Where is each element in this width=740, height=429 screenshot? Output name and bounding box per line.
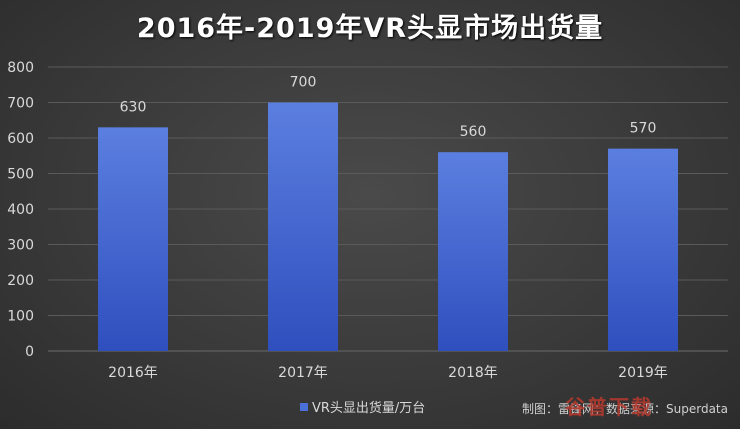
y-axis-ticks: 0 100 200 300 400 500 600 700 800: [7, 60, 34, 360]
bar: [98, 127, 168, 351]
data-label: 700: [290, 75, 317, 91]
watermark-logo: 谷普下载: [565, 395, 653, 419]
x-axis-categories: 2016年 2017年 2018年 2019年: [108, 365, 668, 381]
y-tick-label: 700: [7, 96, 34, 112]
data-label: 630: [120, 99, 147, 115]
y-tick-label: 500: [7, 167, 34, 183]
chart-title: 2016年-2019年VR头显市场出货量: [136, 13, 604, 44]
bars: [98, 102, 678, 351]
legend: VR头显出货量/万台: [300, 397, 425, 416]
y-tick-label: 600: [7, 131, 34, 147]
y-tick-label: 800: [7, 60, 34, 76]
source-note: 制图：雷锋网；数据来源：Superdata: [522, 402, 728, 416]
y-tick-label: 0: [25, 344, 34, 360]
x-category-label: 2017年: [278, 365, 328, 381]
bar: [438, 152, 508, 351]
x-category-label: 2016年: [108, 365, 158, 381]
y-tick-label: 100: [7, 309, 34, 325]
y-tick-label: 200: [7, 273, 34, 289]
x-category-label: 2019年: [618, 365, 668, 381]
y-tick-label: 400: [7, 202, 34, 218]
data-label: 570: [630, 121, 657, 137]
legend-label: VR头显出货量/万台: [312, 401, 426, 416]
bar: [608, 148, 678, 351]
data-label: 560: [460, 124, 487, 140]
x-category-label: 2018年: [448, 365, 498, 381]
y-tick-label: 300: [7, 238, 34, 254]
bar: [268, 102, 338, 351]
legend-swatch: [300, 402, 308, 411]
data-labels: 630 700 560 570: [120, 75, 657, 141]
